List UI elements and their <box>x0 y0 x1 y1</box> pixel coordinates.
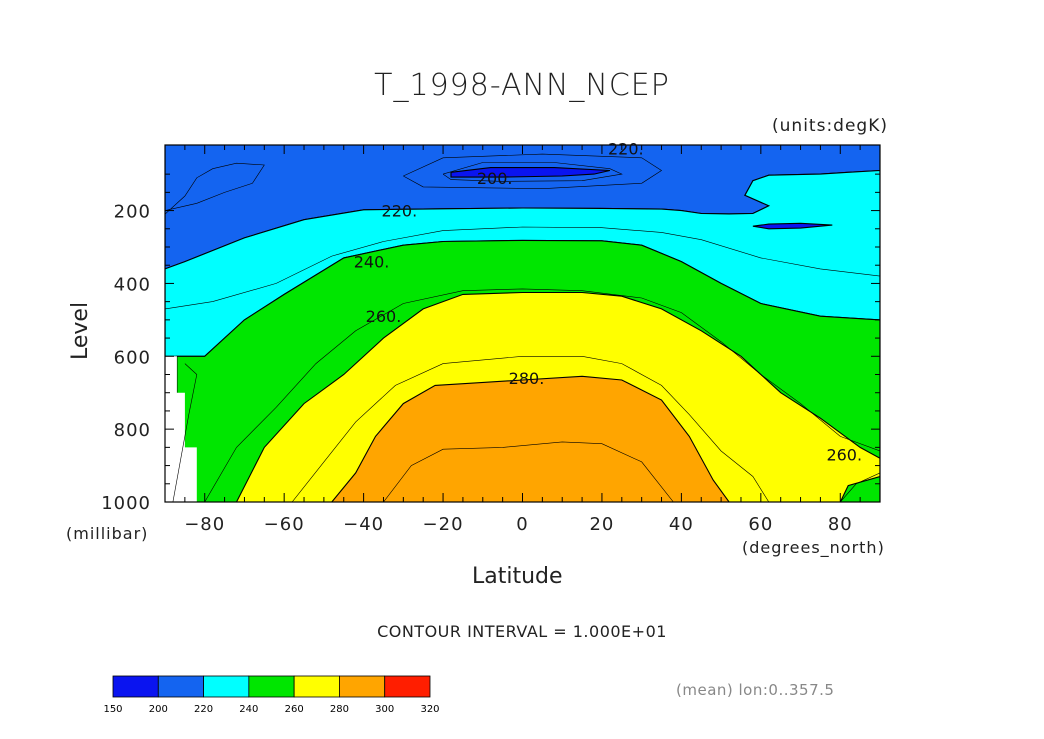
contour-region <box>331 375 730 502</box>
colorbar-swatch <box>248 675 295 698</box>
contour-label: 220. <box>382 202 418 221</box>
contour-label: 200. <box>477 169 513 188</box>
x-tick-label: 0 <box>516 514 528 535</box>
colorbar-swatch <box>293 675 340 698</box>
x-tick-label: 60 <box>748 514 773 535</box>
x-tick-label: 20 <box>589 514 614 535</box>
colorbar-label: 320 <box>420 704 439 715</box>
x-tick-label: −40 <box>343 514 384 535</box>
contour-region <box>165 356 197 502</box>
mean-longitude-label: (mean) lon:0..357.5 <box>676 681 835 699</box>
colorbar-swatch <box>384 675 431 698</box>
x-tick-label: 80 <box>828 514 853 535</box>
contour-line <box>165 162 265 215</box>
contour-label: 220. <box>608 140 644 159</box>
y-tick-label: 1000 <box>101 493 151 514</box>
x-axis-units: (degrees_north) <box>742 538 885 557</box>
units-label: (units:degK) <box>772 116 888 136</box>
colorbar-label: 280 <box>330 704 349 715</box>
colorbar-swatch <box>112 675 159 698</box>
contour-line <box>442 162 623 182</box>
contour-line <box>840 472 880 502</box>
colorbar-label: 300 <box>375 704 394 715</box>
y-tick-label: 800 <box>114 420 151 441</box>
x-tick-label: 40 <box>669 514 694 535</box>
y-tick-label: 200 <box>114 202 151 223</box>
contour-label: 260. <box>826 446 862 465</box>
contour-line <box>172 363 198 502</box>
y-tick-label: 400 <box>114 274 151 295</box>
contour-region <box>752 222 833 230</box>
contour-label: 280. <box>509 369 545 388</box>
contour-region <box>450 167 611 178</box>
x-tick-label: −80 <box>184 514 225 535</box>
contour-interval-label: CONTOUR INTERVAL = 1.000E+01 <box>377 622 667 641</box>
colorbar-label: 220 <box>194 704 213 715</box>
contour-line <box>403 153 663 190</box>
colorbar-label: 240 <box>239 704 258 715</box>
colorbar-swatch <box>157 675 204 698</box>
colorbar-label: 150 <box>103 704 122 715</box>
colorbar-swatch <box>339 675 386 698</box>
contour-fill-layer <box>165 145 880 502</box>
contour-line <box>383 441 674 502</box>
x-axis-label: Latitude <box>472 564 563 589</box>
y-axis-units: (millibar) <box>66 524 149 543</box>
contour-line <box>204 288 880 502</box>
colorbar-label: 200 <box>149 704 168 715</box>
contour-label: 240. <box>354 253 390 272</box>
contour-line <box>291 355 770 502</box>
y-tick-label: 600 <box>114 347 151 368</box>
contour-label: 260. <box>366 307 402 326</box>
x-tick-label: −20 <box>423 514 464 535</box>
x-tick-label: −60 <box>264 514 305 535</box>
colorbar-label: 260 <box>285 704 304 715</box>
colorbar-swatch <box>203 675 250 698</box>
contour-line <box>165 226 880 310</box>
chart-title: T_1998-ANN_NCEP <box>374 68 670 103</box>
